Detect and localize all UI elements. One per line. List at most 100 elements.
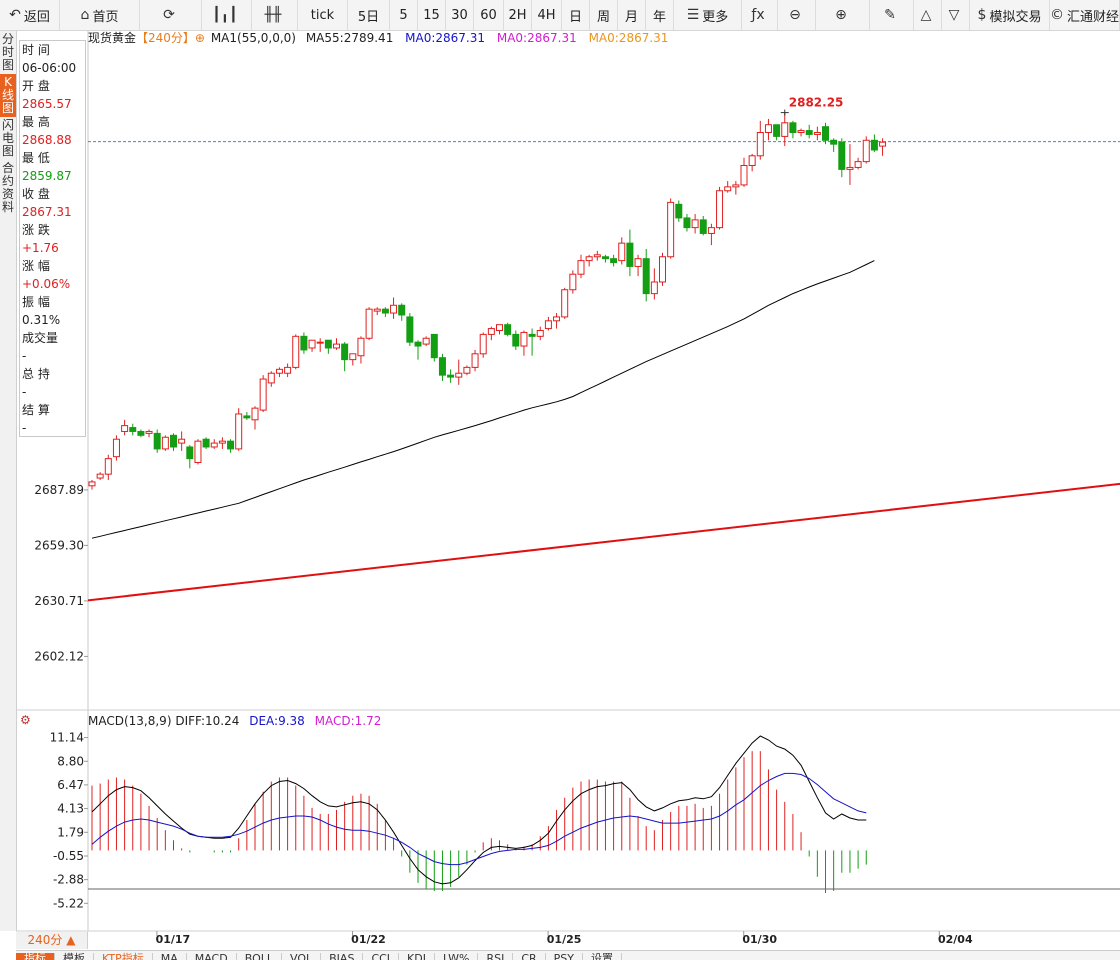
date-label: 01/30 <box>742 933 777 946</box>
date-label: 01/25 <box>547 933 582 946</box>
period-tick-label: tick <box>310 7 335 23</box>
indicator-tab[interactable]: VOL <box>282 953 322 960</box>
indicator-tab[interactable]: BIAS <box>321 953 364 960</box>
period-indicator[interactable]: 【240分】⊕ <box>136 31 205 45</box>
candle-body <box>748 155 756 167</box>
refresh-button[interactable]: ⟳ <box>140 0 202 30</box>
candle-body <box>789 122 797 134</box>
indicator-tab[interactable]: LW% <box>435 953 479 960</box>
indicator-tab[interactable]: KTP指标 <box>94 953 153 960</box>
volume-label: 成交量 <box>22 331 59 345</box>
candle-body <box>561 289 569 318</box>
period-15-label: 15 <box>423 7 440 23</box>
candle-icon: ╫╫ <box>264 7 282 23</box>
macd-value: MACD:1.72 <box>314 714 382 728</box>
candle-body <box>699 219 707 234</box>
candle-body <box>479 333 487 355</box>
zoom-out-button[interactable]: ⊖ <box>778 0 816 30</box>
zoom-in-button[interactable]: ⊕ <box>816 0 870 30</box>
back-button[interactable]: ↶ 返回 <box>0 0 60 30</box>
candle-body <box>463 366 471 374</box>
candle-body <box>773 124 781 137</box>
home-button[interactable]: ⌂ 首页 <box>60 0 140 30</box>
candle-body <box>667 201 675 258</box>
indicator-tab[interactable]: 设置 <box>583 953 622 960</box>
kline-type-button[interactable]: ┃╻┃ <box>202 0 252 30</box>
price-tick-label: 2602.12 <box>34 649 84 663</box>
candle-body <box>275 368 283 374</box>
more-button[interactable]: ☰ 更多 <box>674 0 742 30</box>
indicator-tab[interactable]: CCI <box>363 953 400 960</box>
up-arrow-button[interactable]: △ <box>914 0 942 30</box>
macd-settings-icon[interactable]: ⚙ <box>20 713 31 727</box>
period-4h[interactable]: 4H <box>532 0 562 30</box>
zoom-in-icon: ⊕ <box>835 7 847 23</box>
candle-body <box>642 258 650 295</box>
period-5[interactable]: 5 <box>390 0 418 30</box>
indicator-tab[interactable]: CR <box>513 953 546 960</box>
candle-type-button[interactable]: ╫╫ <box>252 0 298 30</box>
indicator-tab[interactable]: 模板 <box>55 953 94 960</box>
candle-body <box>805 130 813 135</box>
candle-body <box>137 430 145 436</box>
draw-button[interactable]: ✎ <box>870 0 914 30</box>
candle-body <box>781 122 789 137</box>
period-2h[interactable]: 2H <box>504 0 532 30</box>
period-year[interactable]: 年 <box>646 0 674 30</box>
candle-body <box>438 357 446 376</box>
tab-contract[interactable]: 合约资料 <box>1 161 14 214</box>
candle-body <box>357 337 365 357</box>
indicator-tab[interactable]: BOLL <box>237 953 282 960</box>
period-month[interactable]: 月 <box>618 0 646 30</box>
candle-body <box>210 442 218 448</box>
candle-body <box>585 256 593 262</box>
period-30[interactable]: 30 <box>446 0 474 30</box>
candle-body <box>862 139 870 163</box>
period-60[interactable]: 60 <box>474 0 504 30</box>
macd-params[interactable]: MACD(13,8,9) <box>88 714 172 728</box>
triangle-up-icon: △ <box>920 7 932 23</box>
period-day[interactable]: 日 <box>562 0 590 30</box>
ma55-value: MA55:2789.41 <box>305 31 394 45</box>
tab-timeshare[interactable]: 分时图 <box>1 32 14 72</box>
back-arrow-icon: ↶ <box>9 7 21 23</box>
candle-body <box>496 324 503 332</box>
candle-body <box>601 256 609 260</box>
candle-body <box>153 432 161 450</box>
top-toolbar: ↶ 返回 ⌂ 首页 ⟳ ┃╻┃ ╫╫ tick 5日 5 15 30 60 2H 4H 日周月年 ☰ 更多 ƒx ⊖ ⊕… <box>0 0 1120 31</box>
candle-body <box>161 436 169 450</box>
candle-body <box>96 473 104 479</box>
formula-button[interactable]: ƒx <box>742 0 778 30</box>
down-arrow-button[interactable]: ▽ <box>942 0 970 30</box>
candle-body <box>381 308 389 314</box>
indicator-tab[interactable]: KDJ <box>399 953 435 960</box>
fx-icon: ƒx <box>751 7 765 23</box>
indicator-tab[interactable]: MACD <box>187 953 237 960</box>
sim-trade-button[interactable]: $ 模拟交易 <box>970 0 1050 30</box>
candle-body <box>879 141 887 147</box>
instrument-name: 现货黄金 <box>88 31 137 45</box>
candle-body <box>764 124 772 134</box>
indicator-tab[interactable]: 指标 <box>16 953 55 960</box>
period-tick[interactable]: tick <box>298 0 348 30</box>
ma-params[interactable]: MA1(55,0,0,0) <box>210 31 296 45</box>
period-5day[interactable]: 5日 <box>348 0 390 30</box>
ma-orange-value: MA0:2867.31 <box>588 31 669 45</box>
period-selector[interactable]: 240分 ▲ <box>16 932 88 949</box>
period-week[interactable]: 周 <box>590 0 618 30</box>
tab-flash[interactable]: 闪电图 <box>1 118 14 158</box>
indicator-tab[interactable]: RSI <box>478 953 514 960</box>
candle-body <box>259 378 267 411</box>
indicator-tab[interactable]: MA <box>153 953 187 960</box>
candle-body <box>520 331 528 347</box>
period-15[interactable]: 15 <box>418 0 446 30</box>
candle-body <box>390 304 398 314</box>
candle-body <box>740 165 748 186</box>
huitong-button-label: 汇通财经 <box>1067 9 1120 25</box>
amplitude-label: 振 幅 <box>22 295 50 309</box>
candle-body <box>830 139 838 145</box>
indicator-tab[interactable]: PSY <box>546 953 583 960</box>
